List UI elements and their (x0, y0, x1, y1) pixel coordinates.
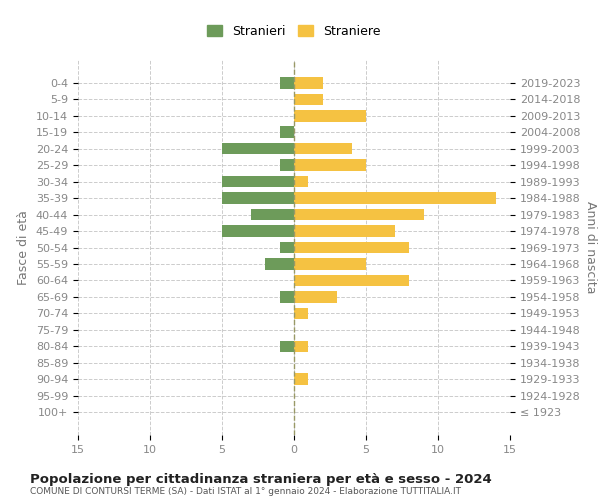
Bar (294, 291, 337, 302)
Bar (294, 308, 308, 319)
Legend: Stranieri, Straniere: Stranieri, Straniere (203, 21, 385, 42)
Bar (222, 143, 294, 154)
Bar (294, 274, 409, 286)
Bar (294, 242, 409, 254)
Y-axis label: Fasce di età: Fasce di età (17, 210, 31, 285)
Bar (251, 209, 294, 220)
Text: Popolazione per cittadinanza straniera per età e sesso - 2024: Popolazione per cittadinanza straniera p… (30, 472, 492, 486)
Bar (294, 77, 323, 88)
Bar (222, 192, 294, 204)
Bar (294, 209, 424, 220)
Text: COMUNE DI CONTURSI TERME (SA) - Dati ISTAT al 1° gennaio 2024 - Elaborazione TUT: COMUNE DI CONTURSI TERME (SA) - Dati IST… (30, 488, 461, 496)
Bar (280, 77, 294, 88)
Bar (294, 143, 352, 154)
Bar (294, 258, 366, 270)
Bar (294, 374, 308, 385)
Bar (294, 226, 395, 237)
Bar (294, 340, 308, 352)
Bar (222, 176, 294, 188)
Bar (280, 340, 294, 352)
Bar (222, 226, 294, 237)
Bar (280, 160, 294, 171)
Y-axis label: Anni di nascita: Anni di nascita (584, 201, 597, 294)
Bar (294, 160, 366, 171)
Bar (265, 258, 294, 270)
Bar (294, 110, 366, 122)
Bar (280, 242, 294, 254)
Bar (280, 291, 294, 302)
Bar (294, 176, 308, 188)
Bar (280, 126, 294, 138)
Bar (294, 192, 496, 204)
Bar (294, 94, 323, 105)
